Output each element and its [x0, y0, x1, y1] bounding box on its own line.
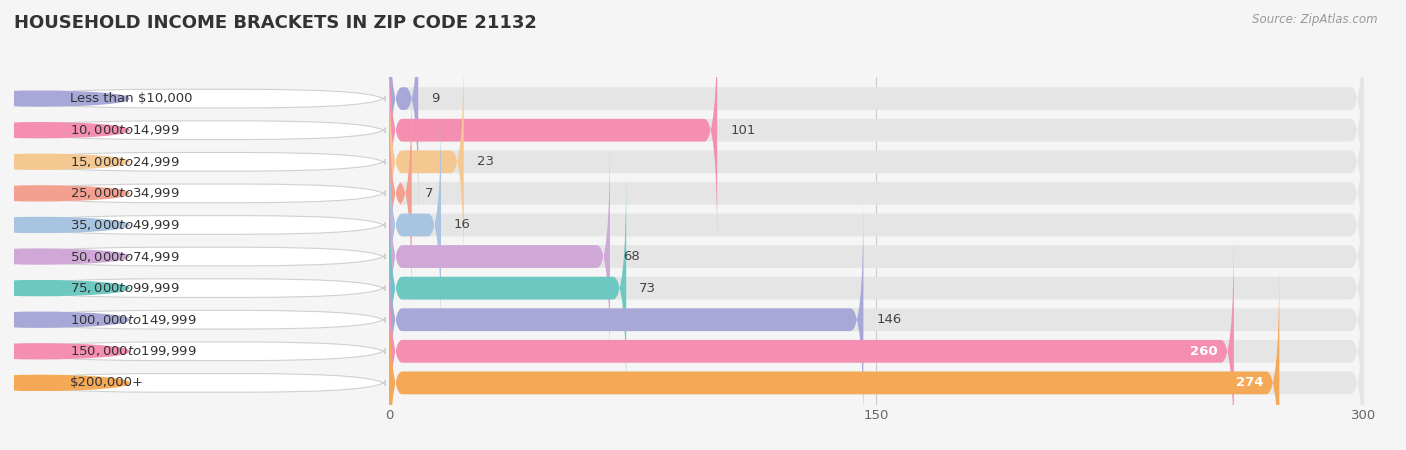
Circle shape: [0, 312, 129, 327]
Text: 68: 68: [623, 250, 640, 263]
Text: 146: 146: [876, 313, 901, 326]
FancyBboxPatch shape: [18, 153, 385, 171]
FancyBboxPatch shape: [389, 15, 717, 245]
Text: $75,000 to $99,999: $75,000 to $99,999: [70, 281, 180, 295]
FancyBboxPatch shape: [389, 173, 1364, 403]
FancyBboxPatch shape: [18, 216, 385, 234]
Circle shape: [0, 344, 129, 359]
Circle shape: [0, 217, 129, 232]
Circle shape: [0, 375, 129, 390]
FancyBboxPatch shape: [389, 173, 626, 403]
Text: $50,000 to $74,999: $50,000 to $74,999: [70, 250, 180, 264]
Text: $200,000+: $200,000+: [70, 376, 145, 389]
FancyBboxPatch shape: [389, 236, 1364, 450]
FancyBboxPatch shape: [389, 268, 1279, 450]
Circle shape: [0, 281, 129, 296]
FancyBboxPatch shape: [389, 0, 1364, 214]
FancyBboxPatch shape: [389, 205, 1364, 435]
Text: $10,000 to $14,999: $10,000 to $14,999: [70, 123, 180, 137]
Circle shape: [0, 154, 129, 169]
Circle shape: [0, 186, 129, 201]
Text: $100,000 to $149,999: $100,000 to $149,999: [70, 313, 197, 327]
FancyBboxPatch shape: [18, 342, 385, 360]
Text: 9: 9: [432, 92, 440, 105]
Text: HOUSEHOLD INCOME BRACKETS IN ZIP CODE 21132: HOUSEHOLD INCOME BRACKETS IN ZIP CODE 21…: [14, 14, 537, 32]
FancyBboxPatch shape: [18, 374, 385, 392]
Text: $25,000 to $34,999: $25,000 to $34,999: [70, 186, 180, 200]
FancyBboxPatch shape: [18, 247, 385, 266]
FancyBboxPatch shape: [389, 236, 1234, 450]
FancyBboxPatch shape: [389, 78, 1364, 308]
FancyBboxPatch shape: [18, 279, 385, 297]
Text: $35,000 to $49,999: $35,000 to $49,999: [70, 218, 180, 232]
FancyBboxPatch shape: [389, 47, 464, 277]
FancyBboxPatch shape: [389, 15, 1364, 245]
FancyBboxPatch shape: [18, 89, 385, 108]
FancyBboxPatch shape: [389, 0, 418, 214]
Circle shape: [0, 249, 129, 264]
Circle shape: [0, 123, 129, 138]
Text: $150,000 to $199,999: $150,000 to $199,999: [70, 344, 197, 358]
Circle shape: [0, 91, 129, 106]
Text: 23: 23: [477, 155, 494, 168]
Text: 16: 16: [454, 218, 471, 231]
FancyBboxPatch shape: [389, 47, 1364, 277]
Text: Less than $10,000: Less than $10,000: [70, 92, 193, 105]
FancyBboxPatch shape: [389, 205, 863, 435]
Text: 73: 73: [640, 282, 657, 295]
FancyBboxPatch shape: [18, 121, 385, 140]
FancyBboxPatch shape: [389, 142, 1364, 372]
FancyBboxPatch shape: [18, 310, 385, 329]
Text: Source: ZipAtlas.com: Source: ZipAtlas.com: [1253, 14, 1378, 27]
Text: 260: 260: [1189, 345, 1218, 358]
FancyBboxPatch shape: [389, 110, 441, 340]
Text: 7: 7: [425, 187, 433, 200]
Text: 101: 101: [730, 124, 755, 137]
FancyBboxPatch shape: [389, 78, 412, 308]
Text: 274: 274: [1236, 376, 1263, 389]
Text: $15,000 to $24,999: $15,000 to $24,999: [70, 155, 180, 169]
FancyBboxPatch shape: [18, 184, 385, 202]
FancyBboxPatch shape: [389, 268, 1364, 450]
FancyBboxPatch shape: [389, 110, 1364, 340]
FancyBboxPatch shape: [389, 142, 610, 372]
